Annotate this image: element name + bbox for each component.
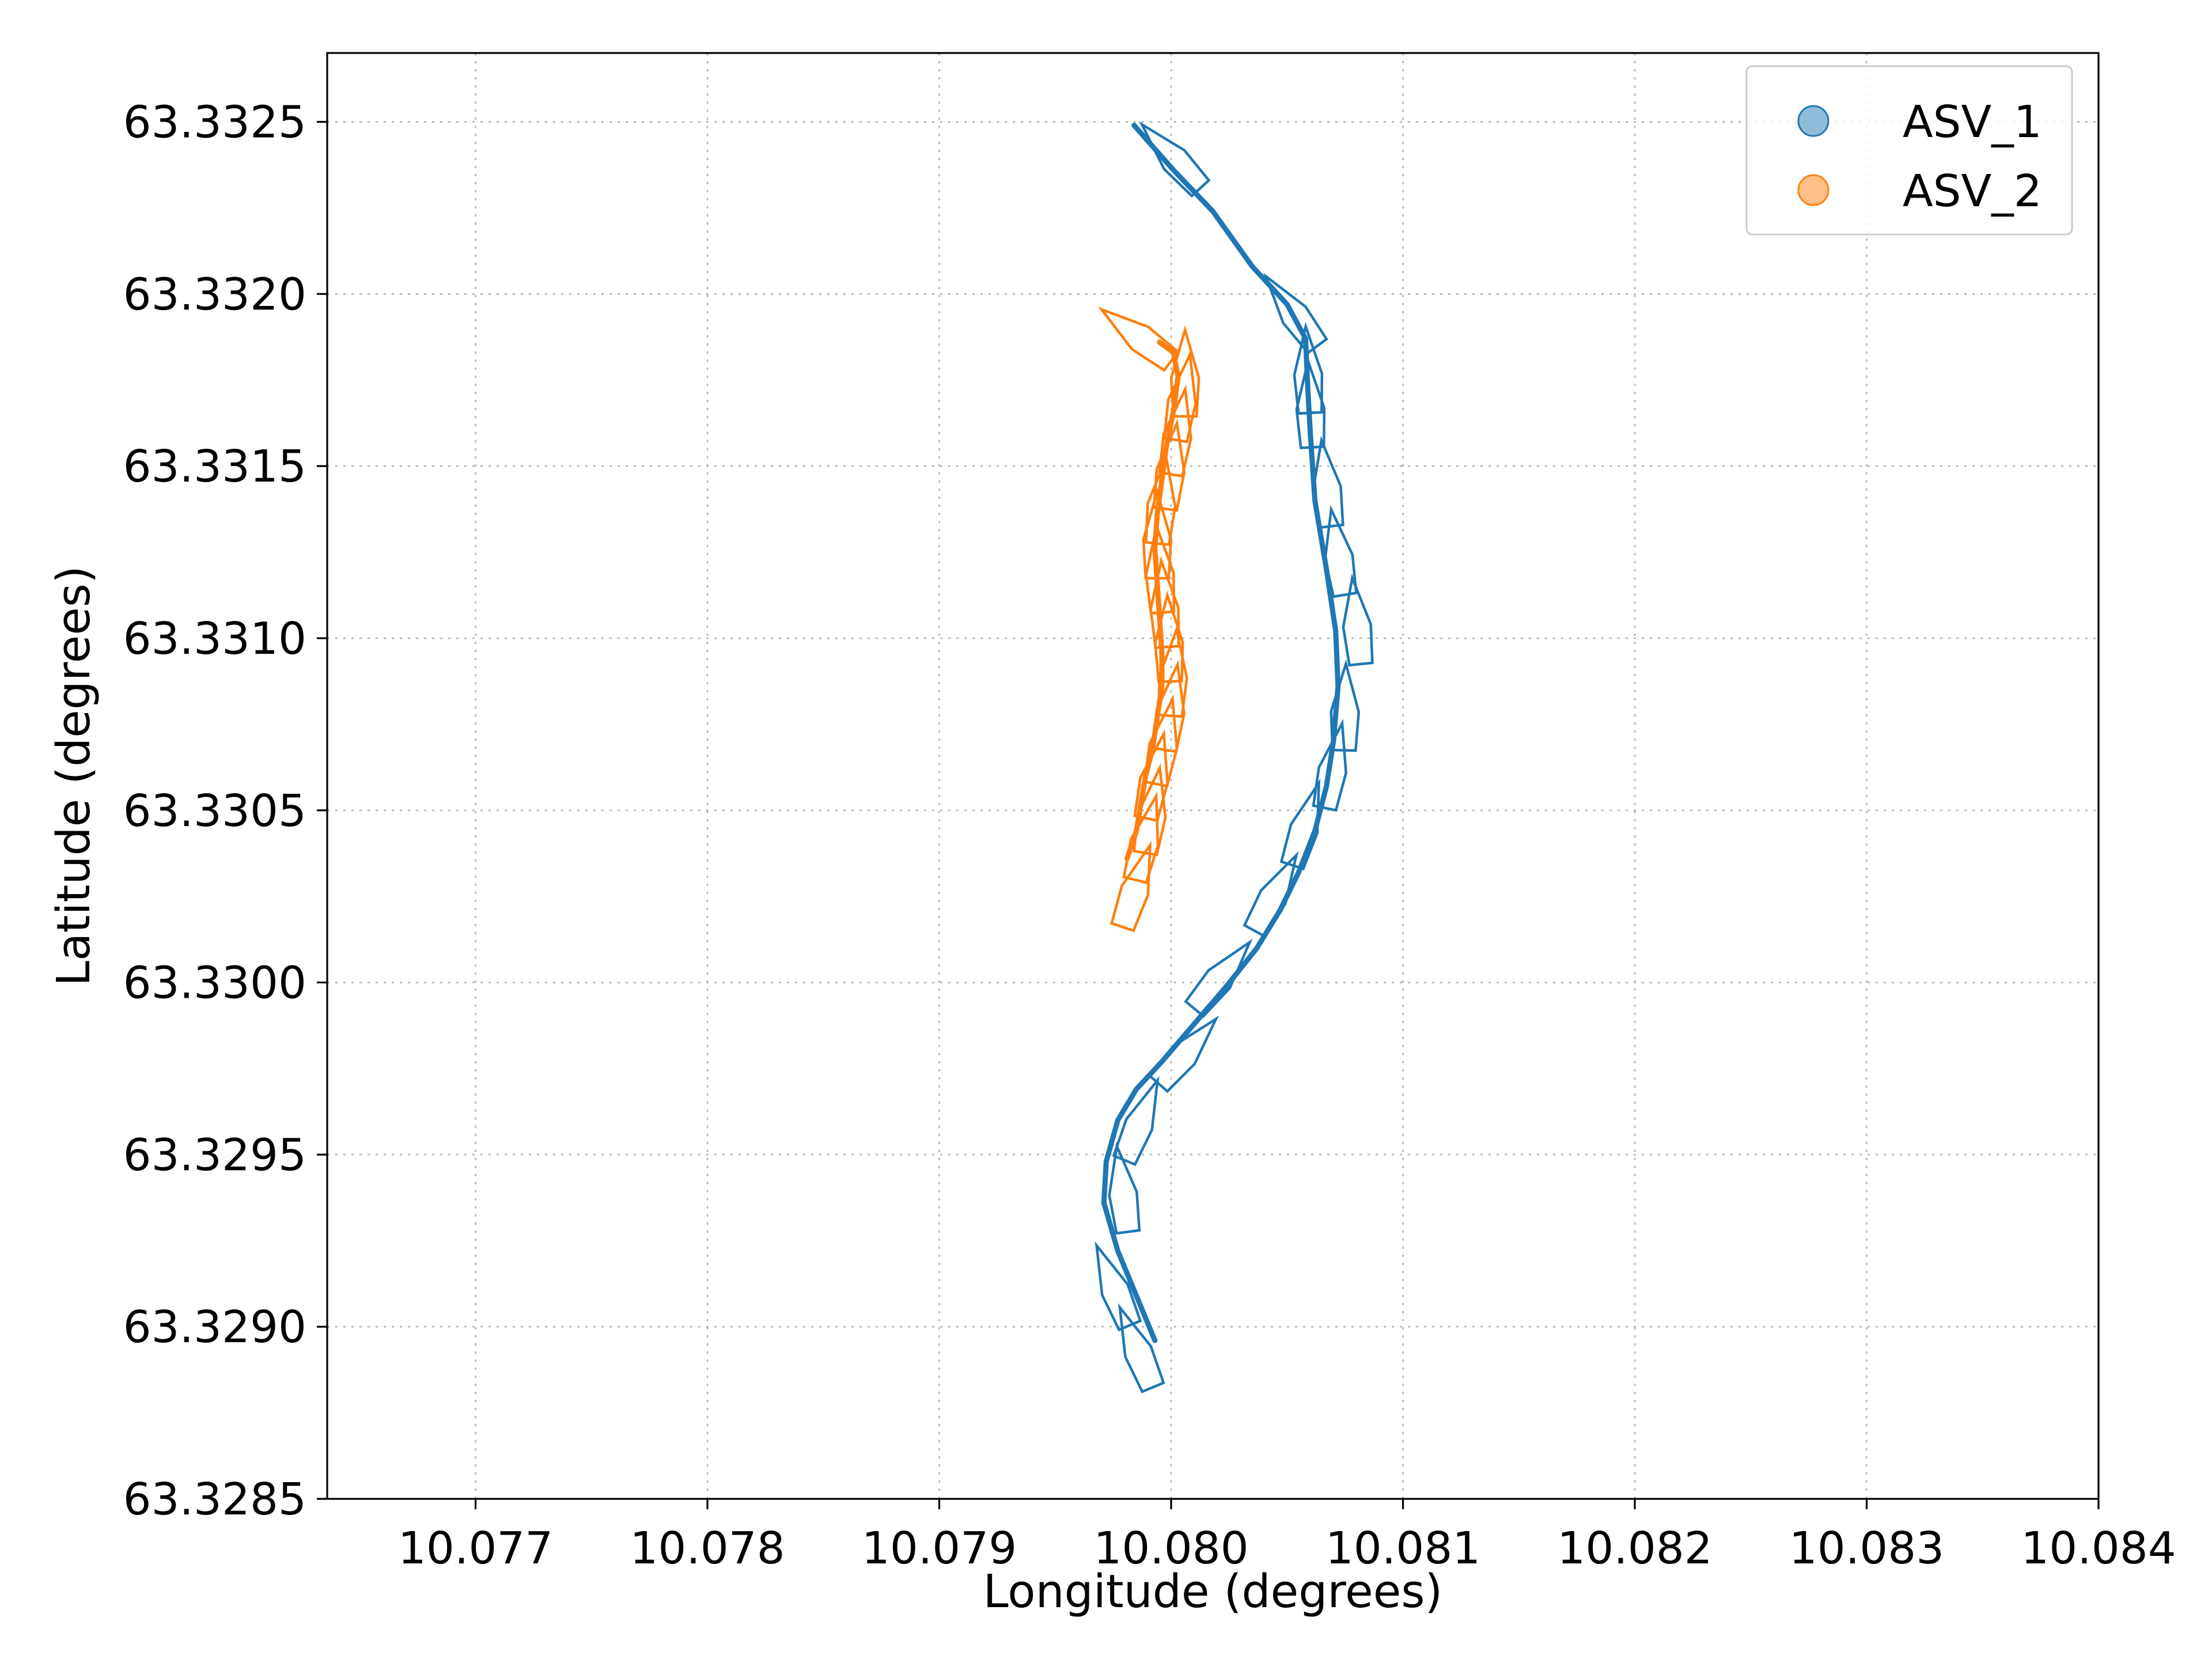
boat-outline-1-4	[1148, 1015, 1219, 1093]
boat-outline-1-5	[1184, 938, 1253, 1018]
y-axis-label: Latitude (degrees)	[47, 566, 100, 986]
boat-outline-2-2	[1132, 763, 1167, 857]
x-tick-label: 10.083	[1789, 1523, 1944, 1574]
boat-outline-1-8	[1312, 718, 1347, 812]
x-axis-label: Longitude (degrees)	[983, 1565, 1443, 1618]
boat-outline-1-11	[1324, 505, 1358, 599]
axis-ticks: 10.077 10.078 10.079 10.080 10.081 10.082 10.0…	[123, 97, 2176, 1574]
legend-label-asv-1: ASV_1	[1903, 97, 2042, 148]
x-tick-label: 10.082	[1557, 1523, 1712, 1574]
boat-outline-1-1	[1094, 1241, 1142, 1332]
x-tick-label: 10.079	[862, 1523, 1017, 1574]
y-tick-label: 63.3310	[123, 613, 306, 665]
x-tick-label: 10.080	[1093, 1523, 1248, 1574]
boat-outline-1-16	[1138, 121, 1211, 198]
boat-outline-1-2	[1108, 1141, 1141, 1235]
y-tick-label: 63.3295	[123, 1130, 306, 1181]
track-line-1	[1101, 123, 1341, 1343]
y-tick-label: 63.3315	[123, 441, 306, 493]
boat-outline-1-15	[1263, 272, 1328, 355]
boat-outline-2-7	[1154, 590, 1184, 683]
legend-marker-asv-1	[1797, 105, 1830, 137]
tracks	[1094, 121, 1374, 1393]
boat-outline-2-0	[1110, 840, 1152, 933]
boat-outline-2-3	[1133, 729, 1169, 823]
x-tick-label: 10.077	[398, 1523, 553, 1574]
boat-outline-1-7	[1279, 778, 1321, 871]
y-tick-label: 63.3290	[123, 1302, 306, 1353]
y-tick-label: 63.3300	[123, 958, 306, 1009]
x-tick-label: 10.078	[630, 1523, 785, 1574]
boat-outline-1-0	[1118, 1303, 1165, 1393]
boat-outline-2-15	[1169, 325, 1200, 418]
boat-outline-1-14	[1293, 321, 1324, 415]
boat-outline-1-9	[1330, 659, 1361, 752]
legend-marker-asv-2	[1797, 174, 1830, 206]
boat-outline-2-16	[1097, 306, 1180, 372]
boat-outline-2-11	[1145, 453, 1177, 546]
plot-frame	[326, 52, 2100, 1500]
y-tick-label: 63.3320	[123, 269, 306, 320]
legend-label-asv-2: ASV_2	[1903, 166, 2042, 217]
boat-outline-2-8	[1149, 556, 1180, 649]
x-tick-label: 10.081	[1325, 1523, 1480, 1574]
boat-outline-2-6	[1157, 624, 1188, 718]
legend: ASV_1 ASV_2	[1745, 65, 2073, 236]
x-tick-label: 10.084	[2021, 1523, 2176, 1574]
boat-outline-1-3	[1112, 1075, 1160, 1166]
boat-outline-1-10	[1342, 573, 1374, 667]
y-tick-label: 63.3305	[123, 786, 306, 837]
y-tick-label: 63.3325	[123, 97, 306, 149]
y-tick-label: 63.3285	[123, 1474, 306, 1525]
boat-outline-1-12	[1312, 435, 1344, 529]
boat-outline-1-6	[1243, 851, 1299, 938]
